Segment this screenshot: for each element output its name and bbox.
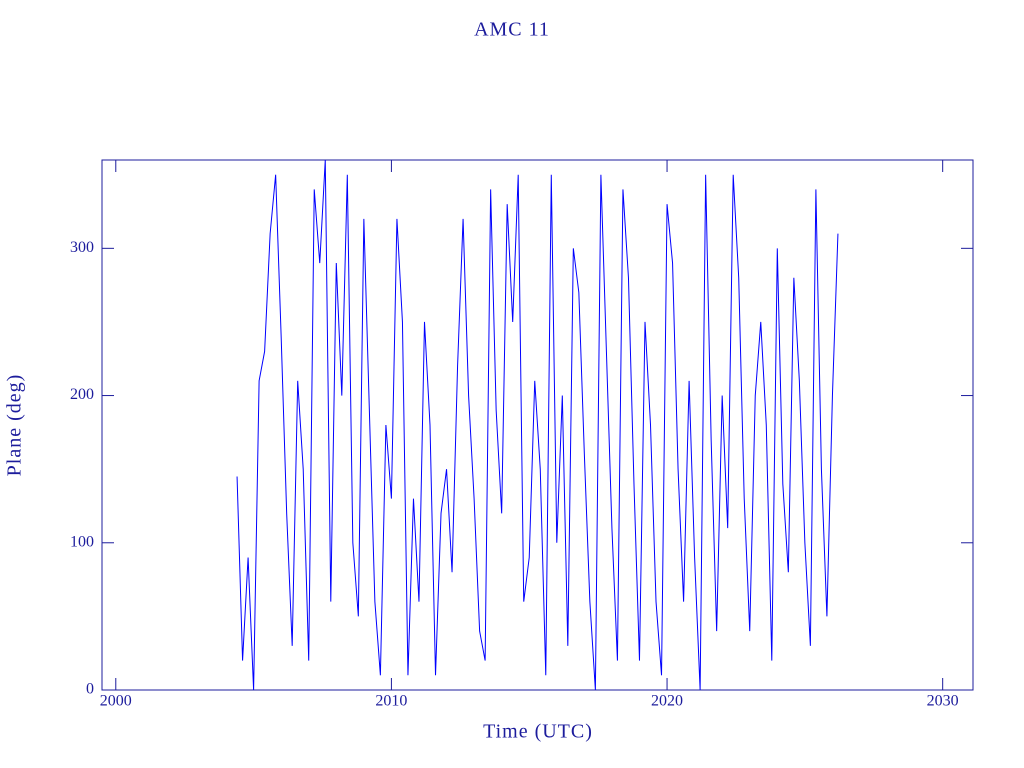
y-tick-label: 300: [70, 239, 94, 256]
data-line: [236, 159, 839, 691]
x-axis-title: Time (UTC): [483, 721, 593, 743]
plot-frame: [101, 159, 974, 691]
y-tick-label: 100: [70, 533, 94, 550]
x-tick-label: 2000: [100, 693, 132, 710]
y-tick-label: 200: [70, 386, 94, 403]
y-tick-label: 0: [86, 681, 94, 698]
y-axis-title: Plane (deg): [4, 374, 26, 477]
x-tick-label: 2030: [927, 693, 959, 710]
x-tick-label: 2010: [375, 693, 407, 710]
chart-title: AMC 11: [474, 19, 550, 41]
x-tick-label: 2020: [651, 693, 683, 710]
